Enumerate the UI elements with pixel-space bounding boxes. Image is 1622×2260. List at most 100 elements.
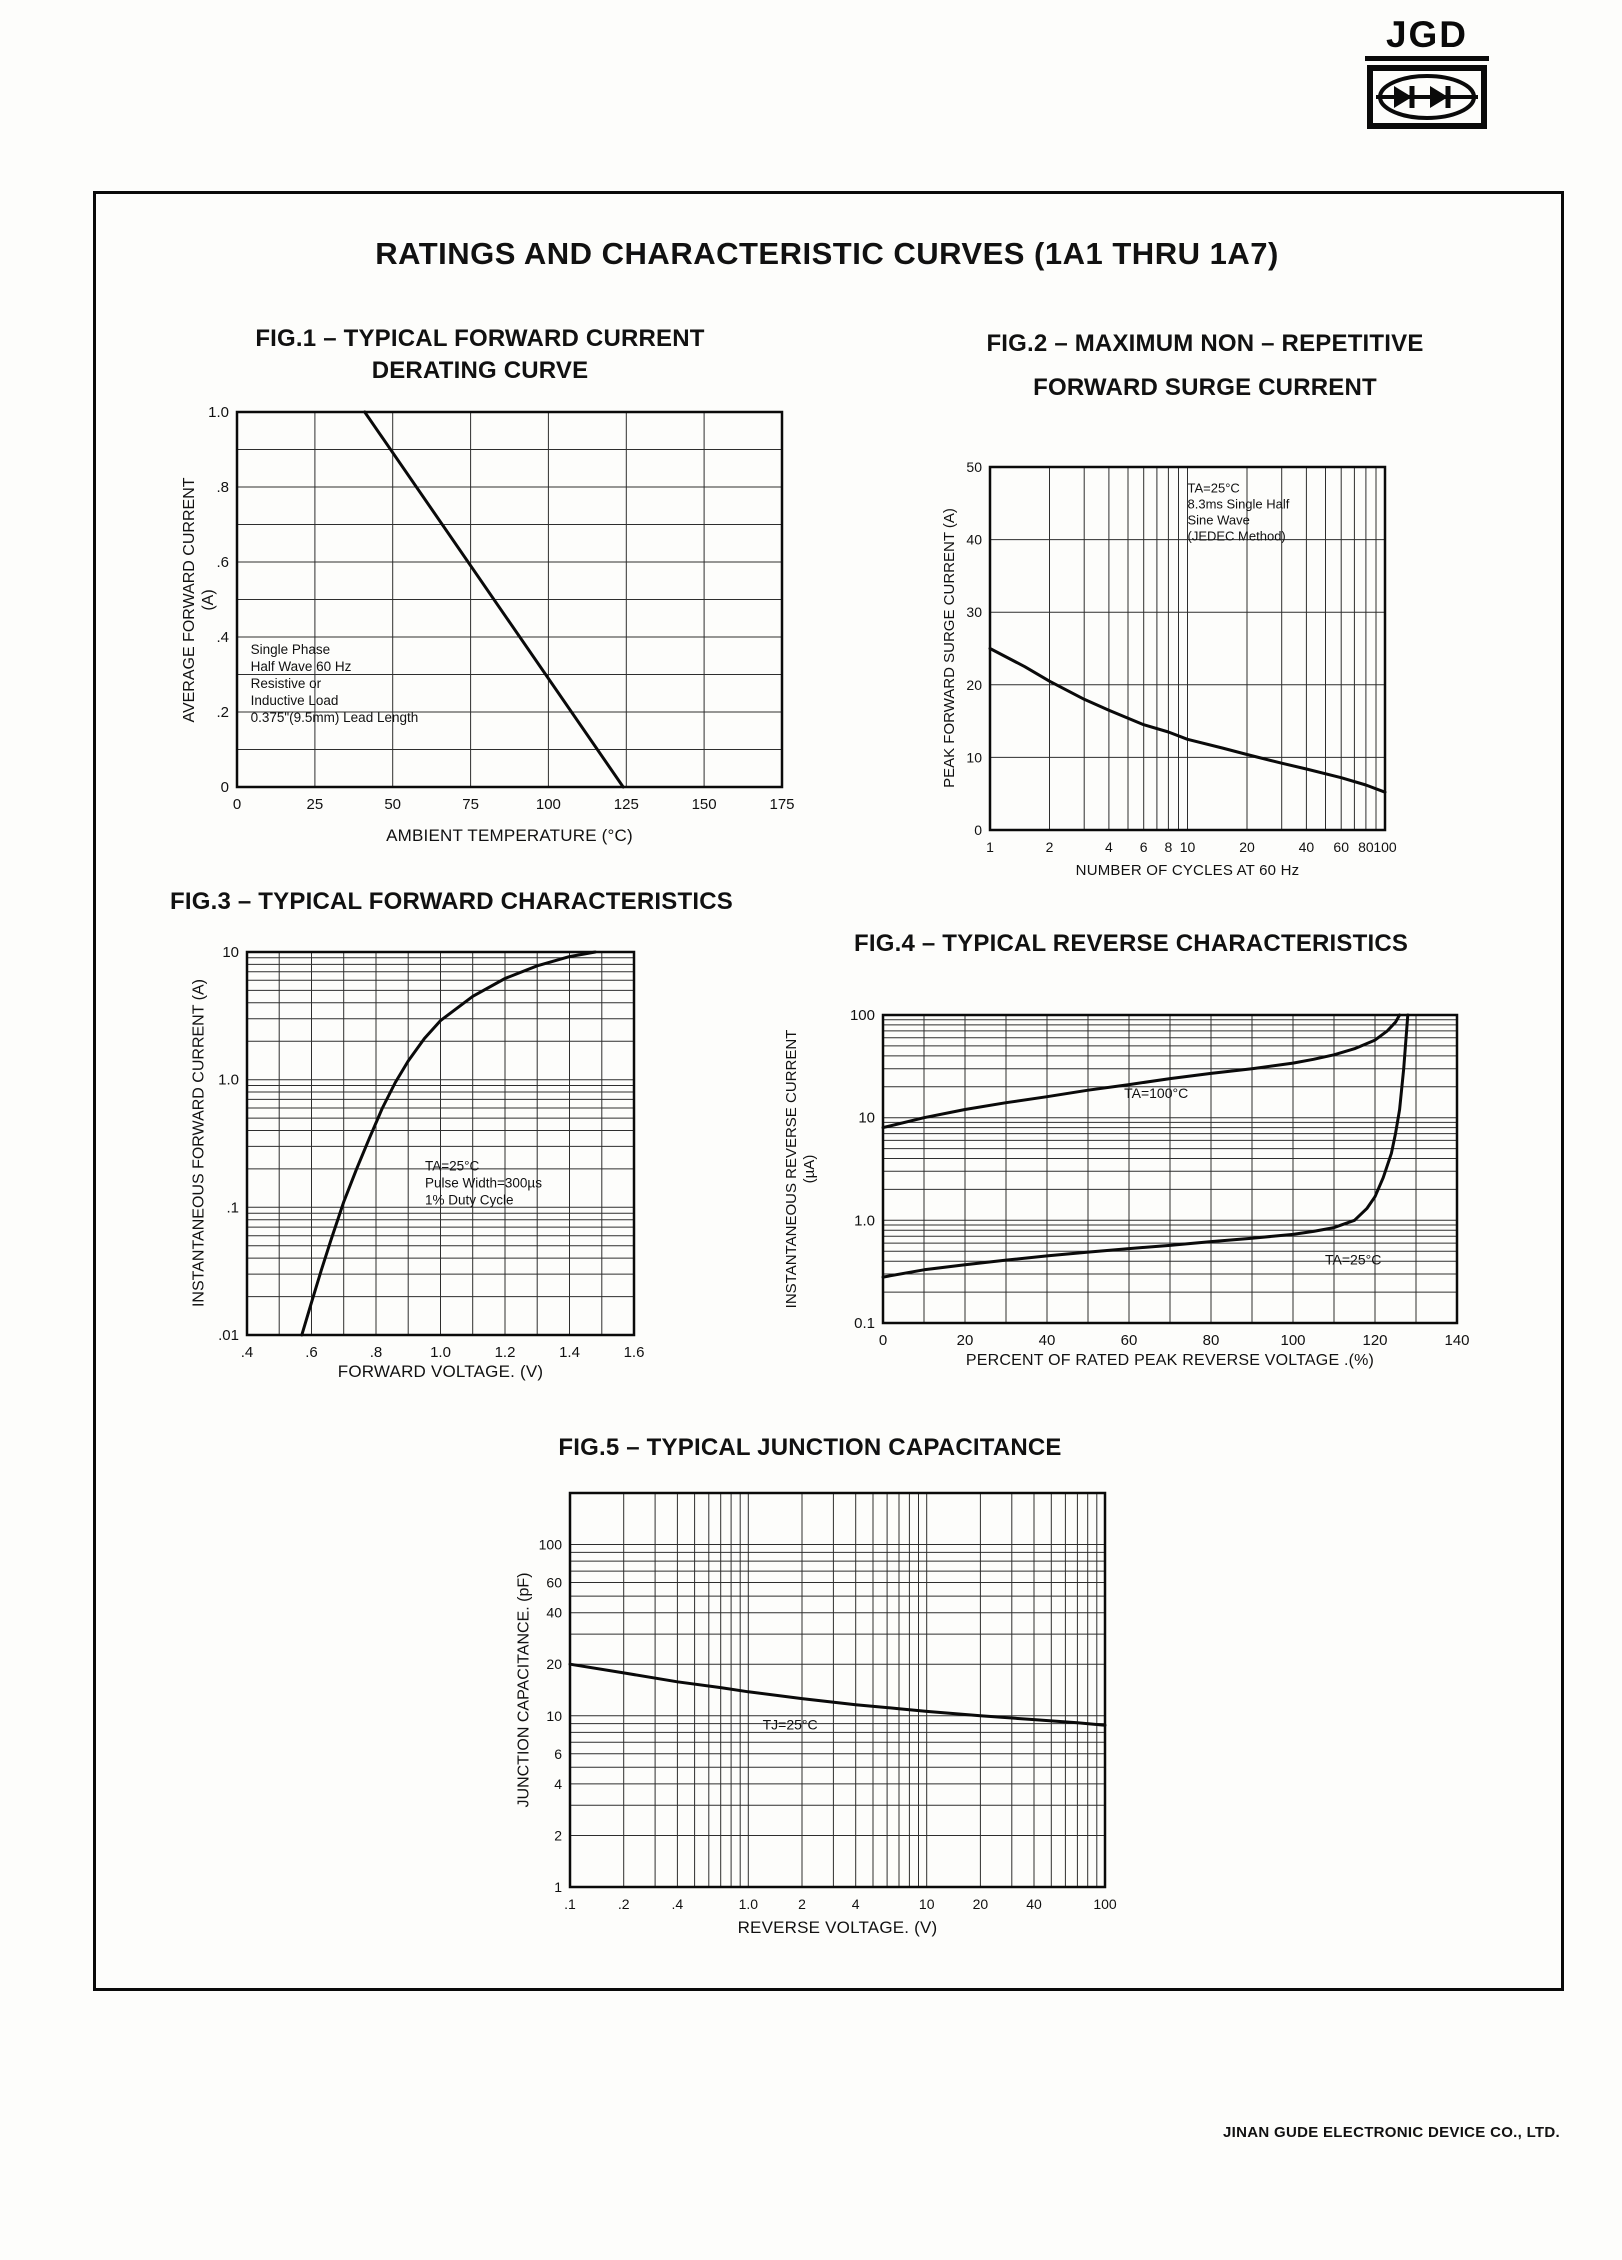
svg-text:.8: .8	[370, 1344, 383, 1361]
fig2-plot: 1 2 4 6 8 10 20 40 60 80 10050403020100TA=25°C8.3m…	[966, 459, 1397, 855]
svg-text:6: 6	[1140, 839, 1148, 855]
svg-text:6: 6	[554, 1746, 562, 1762]
svg-text:8: 8	[1165, 839, 1173, 855]
svg-text:2: 2	[798, 1896, 806, 1912]
fig4-y-axis-label: INSTANTANEOUS REVERSE CURRENT (µA)	[783, 1030, 819, 1309]
svg-text:Sine Wave: Sine Wave	[1188, 512, 1250, 527]
svg-text:20: 20	[957, 1332, 974, 1349]
logo-text: JGD	[1365, 14, 1489, 61]
fig4-ta-100c-curve	[881, 1013, 1402, 1130]
svg-text:1.6: 1.6	[624, 1344, 645, 1361]
svg-text:TA=25°C: TA=25°C	[1325, 1252, 1381, 1268]
svg-text:0.1: 0.1	[854, 1315, 875, 1332]
svg-text:.4: .4	[216, 629, 229, 646]
svg-text:50: 50	[384, 796, 401, 810]
fig1-y-axis-label-line1: AVERAGE FORWARD CURRENT	[180, 477, 198, 723]
svg-text:0: 0	[233, 796, 241, 810]
svg-text:2: 2	[1046, 839, 1054, 855]
footer-company: JINAN GUDE ELECTRONIC DEVICE CO., LTD.	[1223, 2124, 1560, 2141]
svg-text:.4: .4	[672, 1896, 684, 1912]
svg-text:Inductive Load: Inductive Load	[251, 693, 339, 708]
svg-text:.1: .1	[226, 1199, 239, 1216]
fig1-y-axis-label-line2: (A)	[200, 589, 217, 611]
svg-text:10: 10	[919, 1896, 935, 1912]
svg-text:20: 20	[966, 677, 982, 693]
svg-text:4: 4	[852, 1896, 860, 1912]
svg-text:TA=100°C: TA=100°C	[1124, 1085, 1188, 1101]
svg-text:50: 50	[966, 459, 982, 475]
svg-text:.4: .4	[241, 1344, 254, 1361]
svg-text:(JEDEC Method): (JEDEC Method)	[1188, 528, 1286, 543]
svg-text:100: 100	[539, 1537, 563, 1553]
svg-text:.6: .6	[305, 1344, 318, 1361]
fig4-y-axis-label-line2: (µA)	[801, 1154, 818, 1184]
fig1-title-line2: DERATING CURVE	[371, 357, 589, 384]
svg-text:25: 25	[307, 796, 324, 810]
logo: JGD	[1365, 14, 1489, 134]
svg-text:20: 20	[546, 1656, 562, 1672]
svg-text:1.0: 1.0	[854, 1212, 875, 1229]
svg-text:4: 4	[554, 1776, 562, 1792]
svg-text:8.3ms Single Half: 8.3ms Single Half	[1188, 496, 1290, 511]
svg-text:0: 0	[879, 1332, 887, 1349]
svg-text:40: 40	[546, 1605, 562, 1621]
svg-text:75: 75	[462, 796, 479, 810]
svg-text:1: 1	[554, 1879, 562, 1895]
svg-text:80: 80	[1203, 1332, 1220, 1349]
svg-text:1% Duty Cycle: 1% Duty Cycle	[425, 1192, 514, 1207]
svg-text:Single Phase: Single Phase	[251, 642, 331, 657]
svg-text:.6: .6	[216, 554, 229, 571]
fig2-y-axis-label: PEAK FORWARD SURGE CURRENT (A)	[941, 508, 958, 788]
fig4-y-axis-label-line1: INSTANTANEOUS REVERSE CURRENT	[783, 1029, 800, 1309]
fig3-title: FIG.3 – TYPICAL FORWARD CHARACTERISTICS	[170, 888, 733, 915]
fig1-x-axis-label: AMBIENT TEMPERATURE (°C)	[386, 826, 633, 845]
svg-text:.1: .1	[564, 1896, 576, 1912]
logo-diode-icon	[1365, 65, 1489, 134]
svg-text:0: 0	[974, 822, 982, 838]
fig2-surge-current-curve	[988, 647, 1387, 794]
fig5-junction-capacitance-curve	[568, 1662, 1107, 1727]
svg-text:40: 40	[1026, 1896, 1042, 1912]
fig2-title-line2: FORWARD SURGE CURRENT	[1033, 374, 1377, 401]
svg-text:100: 100	[536, 796, 561, 810]
svg-text:.2: .2	[618, 1896, 630, 1912]
svg-text:Half Wave 60 Hz: Half Wave 60 Hz	[251, 659, 352, 674]
svg-text:175: 175	[769, 796, 794, 810]
svg-text:140: 140	[1444, 1332, 1469, 1349]
fig1-plot: 0 25 50 75 100 125 150 175 1.0 .8 .6 .4 .2 0 Single Ph…	[208, 404, 794, 810]
svg-text:40: 40	[966, 532, 982, 548]
diode-symbol-icon	[1367, 65, 1487, 129]
svg-text:1.4: 1.4	[559, 1344, 580, 1361]
svg-text:100: 100	[850, 1007, 875, 1024]
fig3-y-axis-label: INSTANTANEOUS FORWARD CURRENT (A)	[190, 978, 208, 1308]
fig4-x-axis-label: PERCENT OF RATED PEAK REVERSE VOLTAGE .(…	[965, 1352, 1375, 1369]
svg-text:1.0: 1.0	[430, 1344, 451, 1361]
svg-text:0.375"(9.5mm) Lead Length: 0.375"(9.5mm) Lead Length	[251, 710, 419, 725]
svg-text:.2: .2	[216, 704, 229, 721]
fig1-y-axis-label: AVERAGE FORWARD CURRENT (A)	[180, 477, 218, 722]
fig4-plot: 0 20 40 60 80 100 120 140 100 10 1.0 0.1 TA=100°C TA=…	[850, 1007, 1470, 1349]
svg-text:60: 60	[546, 1575, 562, 1591]
svg-text:40: 40	[1299, 839, 1315, 855]
svg-text:1: 1	[986, 839, 994, 855]
fig1-title-line1: FIG.1 – TYPICAL FORWARD CURRENT	[255, 325, 705, 352]
svg-text:10: 10	[546, 1708, 562, 1724]
fig2-title-line1: FIG.2 – MAXIMUM NON – REPETITIVE	[986, 330, 1424, 357]
fig5-title: FIG.5 – TYPICAL JUNCTION CAPACITANCE	[558, 1434, 1062, 1461]
svg-text:4: 4	[1105, 839, 1113, 855]
fig2-x-axis-label: NUMBER OF CYCLES AT 60 Hz	[1075, 862, 1300, 879]
fig3-forward-characteristic-curve	[300, 950, 597, 1337]
page-title: RATINGS AND CHARACTERISTIC CURVES (1A1 T…	[375, 236, 1279, 271]
fig5-y-axis-label: JUNCTION CAPACITANCE. (pF)	[515, 1572, 533, 1808]
fig5-x-axis-label: REVERSE VOLTAGE. (V)	[737, 1918, 938, 1937]
svg-text:1.0: 1.0	[218, 1072, 239, 1089]
svg-text:100: 100	[1373, 839, 1397, 855]
svg-text:120: 120	[1362, 1332, 1387, 1349]
svg-text:Pulse Width=300µs: Pulse Width=300µs	[425, 1175, 542, 1190]
fig5-plot: .1 .2 .4 1.0 2 4 10 20 40 100 100 60 40 20 10 6 4 2 1 TJ=25…	[539, 1491, 1117, 1912]
svg-text:.01: .01	[218, 1327, 239, 1344]
fig3-x-axis-label: FORWARD VOLTAGE. (V)	[337, 1362, 544, 1381]
svg-text:1.0: 1.0	[208, 404, 229, 421]
svg-text:.8: .8	[216, 479, 229, 496]
